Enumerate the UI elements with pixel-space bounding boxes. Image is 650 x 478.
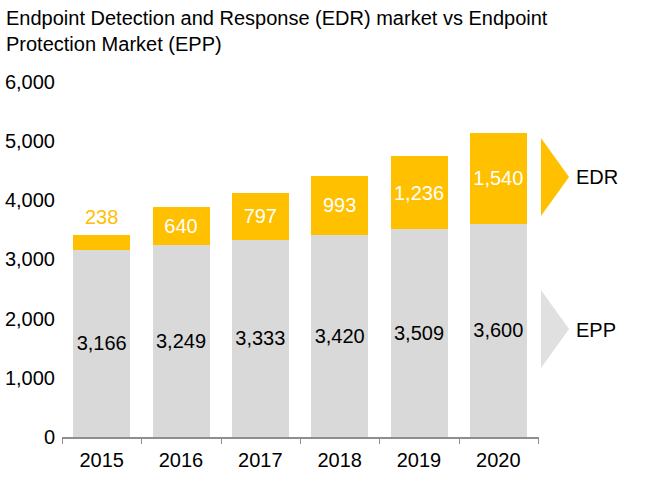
bar-label-epp-2016: 3,249 [141, 328, 220, 354]
bar-label-epp-2019: 3,509 [379, 320, 458, 346]
x-axis-label-2019: 2019 [379, 447, 458, 473]
bar-label-edr-2017: 797 [221, 203, 300, 229]
x-axis-tick-2 [221, 439, 222, 444]
chart: Endpoint Detection and Response (EDR) ma… [0, 0, 650, 478]
x-axis-tick-5 [459, 439, 460, 444]
y-tick-label-2000: 2,000 [0, 306, 55, 332]
bar-label-edr-2015: 238 [62, 204, 141, 230]
bar-label-epp-2017: 3,333 [221, 325, 300, 351]
bar-label-edr-2018: 993 [300, 192, 379, 218]
edr-arrow-icon [541, 138, 569, 216]
x-axis-label-2020: 2020 [459, 447, 538, 473]
x-axis-label-2018: 2018 [300, 447, 379, 473]
plot-area: 0 1,000 2,000 3,000 4,000 5,000 6,000 3,166 238 2… [0, 0, 650, 478]
epp-arrow-icon [541, 290, 569, 368]
bar-label-edr-2020: 1,540 [459, 165, 538, 191]
y-tick-label-1000: 1,000 [0, 365, 55, 391]
x-axis-tick-4 [379, 439, 380, 444]
bar-label-edr-2019: 1,236 [379, 180, 458, 206]
bar-edr-2015 [73, 235, 130, 249]
x-axis-tick-6 [538, 439, 539, 444]
y-tick-label-5000: 5,000 [0, 128, 55, 154]
x-axis-tick-0 [62, 439, 63, 444]
bar-label-epp-2018: 3,420 [300, 323, 379, 349]
y-tick-label-0: 0 [0, 424, 55, 450]
y-tick-label-6000: 6,000 [0, 69, 55, 95]
bar-label-edr-2016: 640 [141, 213, 220, 239]
legend-label-edr: EDR [576, 164, 618, 190]
x-axis-label-2016: 2016 [141, 447, 220, 473]
x-axis-label-2017: 2017 [221, 447, 300, 473]
x-axis-tick-3 [300, 439, 301, 444]
bar-label-epp-2020: 3,600 [459, 317, 538, 343]
x-axis-label-2015: 2015 [62, 447, 141, 473]
legend-label-epp: EPP [576, 317, 616, 343]
y-tick-label-3000: 3,000 [0, 246, 55, 272]
bar-label-epp-2015: 3,166 [62, 330, 141, 356]
x-axis-tick-1 [141, 439, 142, 444]
y-tick-label-4000: 4,000 [0, 187, 55, 213]
